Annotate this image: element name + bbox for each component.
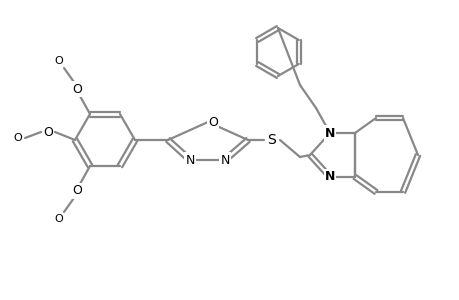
- Text: O: O: [72, 184, 82, 197]
- Text: N: N: [324, 127, 335, 140]
- Text: O: O: [55, 56, 63, 66]
- Text: O: O: [207, 116, 218, 128]
- Text: O: O: [55, 214, 63, 224]
- Text: N: N: [220, 154, 229, 166]
- Text: O: O: [72, 82, 82, 95]
- Text: N: N: [324, 170, 335, 184]
- Text: O: O: [43, 125, 53, 139]
- Text: S: S: [267, 133, 276, 147]
- Text: O: O: [14, 133, 22, 143]
- Text: N: N: [185, 154, 194, 166]
